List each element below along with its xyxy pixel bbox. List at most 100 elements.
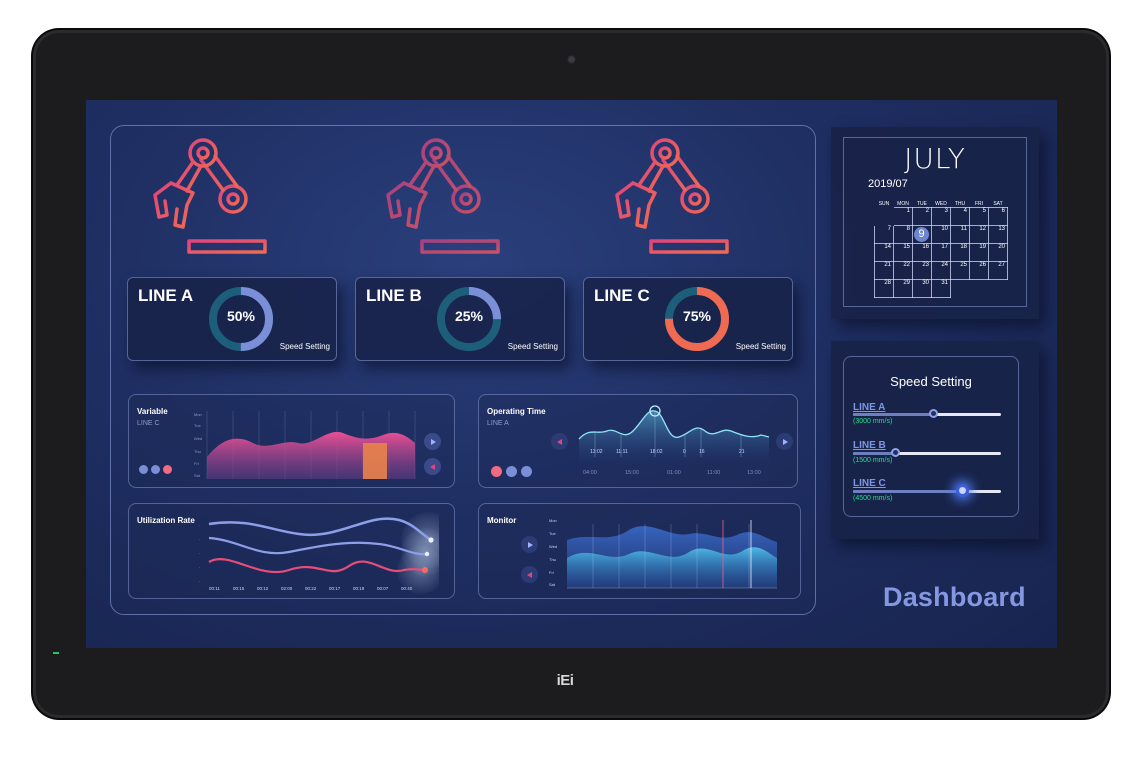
prev-button[interactable]: [424, 458, 441, 475]
today-marker[interactable]: 9: [914, 227, 929, 242]
time-label: 04:00: [583, 470, 597, 476]
calendar-day[interactable]: 3: [931, 207, 951, 226]
gauge-arc: [209, 287, 273, 351]
weekday-label: TUE: [917, 200, 927, 207]
calendar-day[interactable]: 23: [912, 261, 932, 280]
weekday-label: THU: [954, 200, 966, 207]
slider-value-line-b: (1500 mm/s): [853, 457, 893, 464]
speed-setting-link[interactable]: Speed Setting: [735, 342, 786, 351]
calendar-day[interactable]: 9: [912, 225, 932, 244]
line-title: LINE B: [366, 286, 422, 305]
calendar-day[interactable]: 15: [893, 243, 913, 262]
production-panel: [110, 125, 816, 615]
legend-dot[interactable]: [139, 465, 148, 474]
calendar-empty-cell: [989, 280, 1008, 298]
calendar-day[interactable]: 12: [969, 225, 989, 244]
speed-slider-line-c[interactable]: [853, 484, 1001, 497]
x-tick: 00:19: [353, 586, 365, 591]
slider-handle[interactable]: [955, 484, 969, 497]
legend-dot[interactable]: [506, 466, 517, 477]
calendar-day[interactable]: 1: [893, 207, 913, 226]
y-tick: Wed: [194, 436, 202, 441]
calendar-day[interactable]: 25: [950, 261, 970, 280]
legend-dot[interactable]: [521, 466, 532, 477]
calendar-day[interactable]: 2: [912, 207, 932, 226]
legend-dot[interactable]: [491, 466, 502, 477]
legend-dot[interactable]: [163, 465, 172, 474]
calendar-day[interactable]: 10: [931, 225, 951, 244]
calendar-day[interactable]: 14: [874, 243, 894, 262]
slider-label-line-c: LINE C: [853, 478, 886, 489]
calendar-day[interactable]: 24: [931, 261, 951, 280]
calendar-day[interactable]: 27: [988, 261, 1008, 280]
calendar-day[interactable]: 16: [912, 243, 932, 262]
calendar-day[interactable]: 19: [969, 243, 989, 262]
y-tick: Sat: [549, 582, 556, 587]
calendar-day[interactable]: 11: [950, 225, 970, 244]
point-label: 21: [739, 449, 745, 455]
speed-slider-line-a[interactable]: [853, 409, 1001, 418]
slider-value-line-a: (3000 mm/s): [853, 418, 893, 425]
line-card-a: LINE A 50% Speed Setting: [127, 277, 337, 361]
prev-button[interactable]: [521, 566, 538, 583]
calendar-day[interactable]: 17: [931, 243, 951, 262]
speed-setting-link[interactable]: Speed Setting: [279, 342, 330, 351]
variable-area-chart: Mon Tue Wed Thu Fri Sat: [194, 411, 416, 479]
calendar-day[interactable]: 21: [874, 261, 894, 280]
weekday-label: SUN: [878, 200, 890, 207]
brand-logo: iEi: [556, 672, 574, 689]
calendar-day[interactable]: 7: [874, 225, 894, 244]
speed-slider-line-b[interactable]: [853, 448, 1001, 457]
y-tick: Sat: [194, 473, 201, 478]
chart-subtitle: LINE C: [137, 420, 160, 427]
line-title: LINE C: [594, 286, 650, 305]
x-tick: 00:17: [329, 586, 341, 591]
calendar-empty-cell: [951, 280, 970, 298]
x-tick: 00:07: [377, 586, 389, 591]
prev-button[interactable]: [551, 433, 568, 450]
robot-arm-icon-line-a: [153, 138, 267, 254]
chart-title: Monitor: [487, 516, 517, 525]
calendar-day[interactable]: 30: [912, 279, 932, 298]
robot-arm-icon-line-b: [386, 138, 500, 254]
chart-title: Operating Time: [487, 407, 546, 416]
monitor-area-chart: Mon Tue Wed Thu Fri Sat: [549, 518, 777, 589]
calendar-day[interactable]: 6: [988, 207, 1008, 226]
play-icon: [782, 438, 788, 445]
calendar-day[interactable]: 29: [893, 279, 913, 298]
calendar-day[interactable]: 18: [950, 243, 970, 262]
legend-dot[interactable]: [151, 465, 160, 474]
slider-fill: [853, 490, 963, 493]
utilization-line-chart: - - - - - 00:11 00:15 00:12 02:00 00:22 00:17 00:1…: [199, 512, 439, 594]
speed-setting-link[interactable]: Speed Setting: [507, 342, 558, 351]
dashboard-title: Dashboard: [883, 582, 1026, 612]
data-point-marker[interactable]: [649, 405, 661, 417]
speed-setting-widget: Speed Setting LINE A (3000 mm/s) LINE B …: [831, 341, 1039, 539]
slider-handle[interactable]: [929, 409, 939, 418]
next-button[interactable]: [424, 433, 441, 450]
y-tick: Mon: [549, 518, 557, 523]
calendar-day[interactable]: 28: [874, 279, 894, 298]
calendar-day[interactable]: 22: [893, 261, 913, 280]
x-tick: 00:40: [401, 586, 413, 591]
calendar-day[interactable]: 26: [969, 261, 989, 280]
slider-handle[interactable]: [890, 448, 900, 457]
variable-chart-card: Variable LINE C Mon Tue Wed Thu Fri Sat: [128, 394, 455, 488]
weekday-label: FRI: [974, 200, 984, 207]
operating-time-chart-card: Operating Time LINE A 13:02 11:11 18:02 0 16…: [478, 394, 798, 488]
calendar-day[interactable]: 8: [893, 225, 913, 244]
next-button[interactable]: [776, 433, 793, 450]
calendar-day[interactable]: 4: [950, 207, 970, 226]
calendar-day[interactable]: 31: [931, 279, 951, 298]
calendar-day[interactable]: 13: [988, 225, 1008, 244]
calendar-day[interactable]: 5: [969, 207, 989, 226]
y-tick: Thu: [549, 557, 556, 562]
weekday-label: MON: [897, 200, 909, 207]
utilization-rate-chart-card: Utilization Rate - - - - - 00:11 00:15 00:12 02…: [128, 503, 455, 599]
time-label: 13:00: [747, 470, 761, 476]
next-button[interactable]: [521, 536, 538, 553]
calendar-day[interactable]: 20: [988, 243, 1008, 262]
point-label: 11:11: [616, 449, 628, 455]
calendar-month: JULY: [904, 142, 966, 175]
